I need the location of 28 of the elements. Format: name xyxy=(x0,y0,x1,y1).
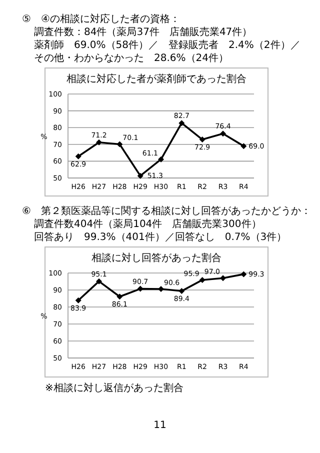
point xyxy=(240,271,247,278)
point xyxy=(75,297,82,304)
point xyxy=(96,139,102,146)
point xyxy=(116,294,123,300)
text: 回答あり 99.3%（401件）／回答なし 0.7%（3件） xyxy=(34,231,287,243)
point xyxy=(240,143,247,150)
point xyxy=(220,130,226,137)
point xyxy=(199,276,206,283)
text: 調査件数404件（薬局104件 店舗販売業300件） xyxy=(34,218,262,230)
text: 調査件数：84件（薬局37件 店舗販売業47件） xyxy=(34,26,252,38)
point xyxy=(116,141,123,148)
chart-title: 相談に対し回答があった割合 xyxy=(92,252,222,264)
point xyxy=(75,153,82,160)
point xyxy=(137,172,144,179)
point xyxy=(158,156,164,162)
text: ※相談に対し返信があった割合 xyxy=(45,382,184,394)
point xyxy=(220,275,226,282)
point xyxy=(178,120,185,126)
text: 11 xyxy=(154,420,166,431)
point xyxy=(199,136,206,143)
text: その他・わからなかった 28.6%（24件） xyxy=(34,52,228,64)
point xyxy=(158,286,164,292)
point xyxy=(178,288,185,294)
text: ⑥ 第２類医薬品等に関する相談に対し回答があったかどうか： xyxy=(22,205,311,217)
text: 薬剤師 69.0%（58件）／ 登録販売者 2.4%（2件）／ xyxy=(34,39,300,51)
chart-title: 相談に対応した者が薬剤師であった割合 xyxy=(66,73,246,85)
text: ⑤ ④の相談に対応した者の資格： xyxy=(22,13,180,25)
point xyxy=(96,278,102,284)
